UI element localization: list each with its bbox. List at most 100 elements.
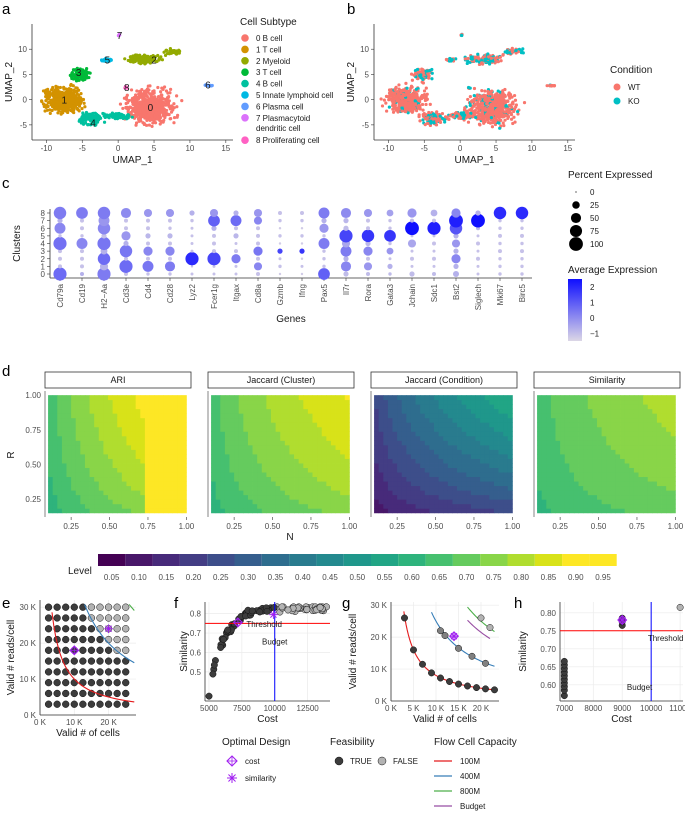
umap-point xyxy=(435,117,440,121)
contour-cell xyxy=(335,431,341,437)
contour-cell xyxy=(344,503,350,509)
contour-cell xyxy=(271,395,277,401)
umap-point xyxy=(468,94,472,99)
umap-point xyxy=(180,99,184,103)
contour-cell xyxy=(220,485,226,491)
contour-cell xyxy=(294,431,300,437)
contour-cell xyxy=(261,440,267,446)
contour-cell xyxy=(280,503,286,509)
dot xyxy=(476,249,480,253)
contour-cell xyxy=(167,454,173,459)
legend-key-subtype xyxy=(241,45,249,54)
dot xyxy=(255,241,261,246)
contour-cell xyxy=(294,395,300,401)
contour-cell xyxy=(280,463,286,468)
umap-point xyxy=(50,88,54,92)
contour-cell xyxy=(243,417,249,423)
contour-cell xyxy=(117,426,123,432)
contour-cell xyxy=(52,422,58,428)
contour-cell xyxy=(335,494,341,500)
umap-point xyxy=(57,90,61,94)
dot xyxy=(363,262,373,271)
contour-cell xyxy=(108,458,114,464)
contour-cell xyxy=(98,431,104,437)
dot xyxy=(299,210,305,216)
umap-point xyxy=(460,33,464,38)
contour-cell xyxy=(108,467,114,473)
dot xyxy=(278,264,282,269)
contour-cell xyxy=(275,490,281,496)
dot xyxy=(365,256,371,261)
umap-point xyxy=(434,123,439,127)
contour-cell xyxy=(387,508,393,514)
contour-cell xyxy=(57,458,63,464)
contour-cell xyxy=(181,508,187,514)
contour-cell xyxy=(261,454,267,459)
contour-cell xyxy=(181,454,187,459)
dot xyxy=(300,218,304,223)
umap-point xyxy=(141,104,145,109)
contour-cell xyxy=(48,481,54,487)
contour-cell xyxy=(266,463,272,468)
contour-cell xyxy=(340,404,346,410)
contour-cell xyxy=(340,467,346,473)
contour-cell xyxy=(144,435,150,441)
contour-cell xyxy=(243,485,249,491)
contour-cell xyxy=(149,508,155,514)
umap-point xyxy=(69,98,73,102)
contour-cell xyxy=(57,494,63,500)
contour-cell xyxy=(48,499,54,505)
dot xyxy=(277,248,283,254)
contour-cell xyxy=(211,399,217,405)
contour-cell xyxy=(220,458,226,464)
contour-cell xyxy=(71,463,77,468)
contour-cell xyxy=(48,444,54,450)
contour-cell xyxy=(307,499,313,505)
contour-cell xyxy=(98,435,104,441)
contour-cell xyxy=(383,422,389,428)
dot xyxy=(475,210,481,216)
contour-cell xyxy=(61,435,67,441)
umap-point xyxy=(480,102,485,107)
contour-cell xyxy=(312,444,318,450)
contour-cell xyxy=(238,463,244,468)
contour-cell xyxy=(321,499,327,505)
contour-cell xyxy=(257,494,263,500)
contour-cell xyxy=(344,444,350,450)
contour-cell xyxy=(177,490,183,496)
contour-cell xyxy=(52,503,58,509)
contour-cell xyxy=(220,404,226,410)
contour-cell xyxy=(57,476,63,482)
contour-cell xyxy=(261,458,267,464)
dot xyxy=(53,267,67,281)
contour-cell xyxy=(89,417,95,423)
umap-point xyxy=(81,116,86,120)
contour-cell xyxy=(289,508,295,514)
contour-cell xyxy=(126,449,132,455)
dot xyxy=(230,215,242,227)
contour-cell xyxy=(71,417,77,423)
contour-cell xyxy=(181,499,187,505)
umap-point xyxy=(418,105,422,109)
contour-cell xyxy=(317,426,323,432)
legend-label-subtype: 1 T cell xyxy=(256,45,282,54)
umap-point xyxy=(491,109,495,113)
contour-cell xyxy=(61,440,67,446)
contour-cell xyxy=(80,431,86,437)
contour-cell xyxy=(312,399,318,405)
umap-point xyxy=(501,113,506,117)
contour-cell xyxy=(335,422,341,428)
contour-cell xyxy=(261,435,267,441)
dot xyxy=(343,225,349,231)
contour-cell xyxy=(284,431,290,437)
contour-cell xyxy=(252,463,258,468)
dot xyxy=(363,246,373,256)
contour-cell xyxy=(298,454,304,459)
umap-point xyxy=(167,113,171,117)
umap-point xyxy=(54,103,58,107)
contour-cell xyxy=(48,408,54,414)
cluster-label: 1 xyxy=(62,96,68,107)
contour-cell xyxy=(247,422,253,428)
contour-cell xyxy=(149,422,155,428)
contour-cell xyxy=(378,399,384,405)
